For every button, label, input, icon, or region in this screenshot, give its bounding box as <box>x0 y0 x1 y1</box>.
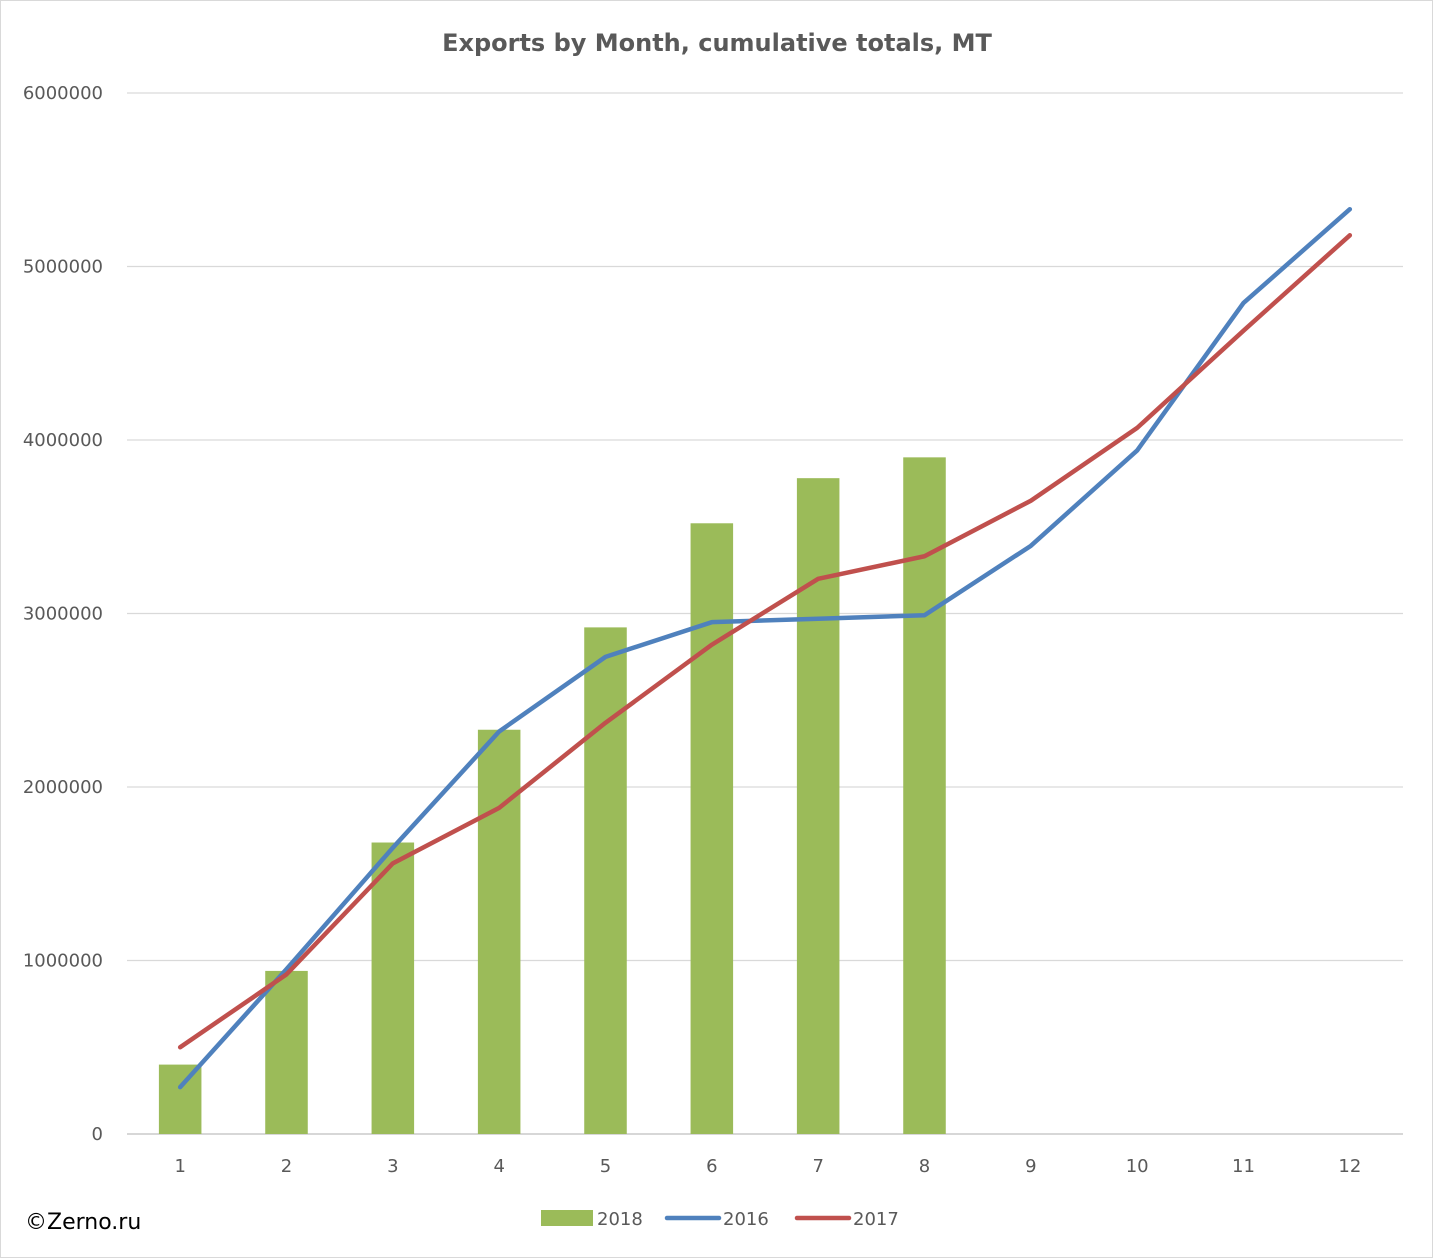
bar-2018-2 <box>265 970 308 1134</box>
x-tick-label: 8 <box>919 1156 930 1177</box>
bar-2018-4 <box>477 729 521 1134</box>
credit-text: ©Zerno.ru <box>25 1210 141 1235</box>
x-tick-label: 1 <box>174 1156 185 1177</box>
bar-2018-6 <box>690 523 734 1134</box>
bar-2018-5 <box>584 627 627 1134</box>
x-tick-label: 3 <box>387 1156 398 1177</box>
x-tick-label: 9 <box>1025 1156 1036 1177</box>
legend-label-2017: 2017 <box>853 1209 899 1230</box>
line-2017 <box>177 233 1353 1050</box>
y-tick-label: 2000000 <box>23 777 103 798</box>
x-tick-label: 5 <box>600 1156 611 1177</box>
series-lines <box>177 206 1353 1090</box>
x-tick-label: 7 <box>812 1156 823 1177</box>
y-tick-label: 6000000 <box>23 83 103 104</box>
x-tick-label: 6 <box>706 1156 717 1177</box>
y-tick-label: 4000000 <box>23 430 103 451</box>
bars-2018 <box>158 457 946 1135</box>
legend-label-2016: 2016 <box>723 1209 769 1230</box>
x-tick-label: 12 <box>1338 1156 1361 1177</box>
y-axis-tick-labels: 0 1000000 2000000 3000000 4000000 5000000 6000… <box>23 83 103 1145</box>
legend-swatch-2018 <box>541 1210 593 1226</box>
y-tick-label: 3000000 <box>23 604 103 625</box>
x-tick-label: 2 <box>281 1156 292 1177</box>
x-tick-label: 11 <box>1232 1156 1255 1177</box>
legend-label-2018: 2018 <box>597 1209 643 1230</box>
grid-lines <box>127 92 1403 1135</box>
chart-title: Exports by Month, cumulative totals, MT <box>442 29 992 57</box>
x-tick-label: 10 <box>1126 1156 1149 1177</box>
bar-2018-3 <box>371 842 415 1134</box>
x-tick-label: 4 <box>493 1156 504 1177</box>
bar-2018-1 <box>158 1064 202 1134</box>
x-axis-tick-labels: 1 2 3 4 5 6 7 8 9 10 11 12 <box>174 1156 1361 1177</box>
bar-2018-8 <box>903 457 946 1135</box>
y-tick-label: 5000000 <box>23 257 103 278</box>
line-2016 <box>177 206 1353 1090</box>
y-tick-label: 0 <box>92 1124 103 1145</box>
y-tick-label: 1000000 <box>23 951 103 972</box>
legend: 2018 2016 2017 <box>541 1209 899 1230</box>
